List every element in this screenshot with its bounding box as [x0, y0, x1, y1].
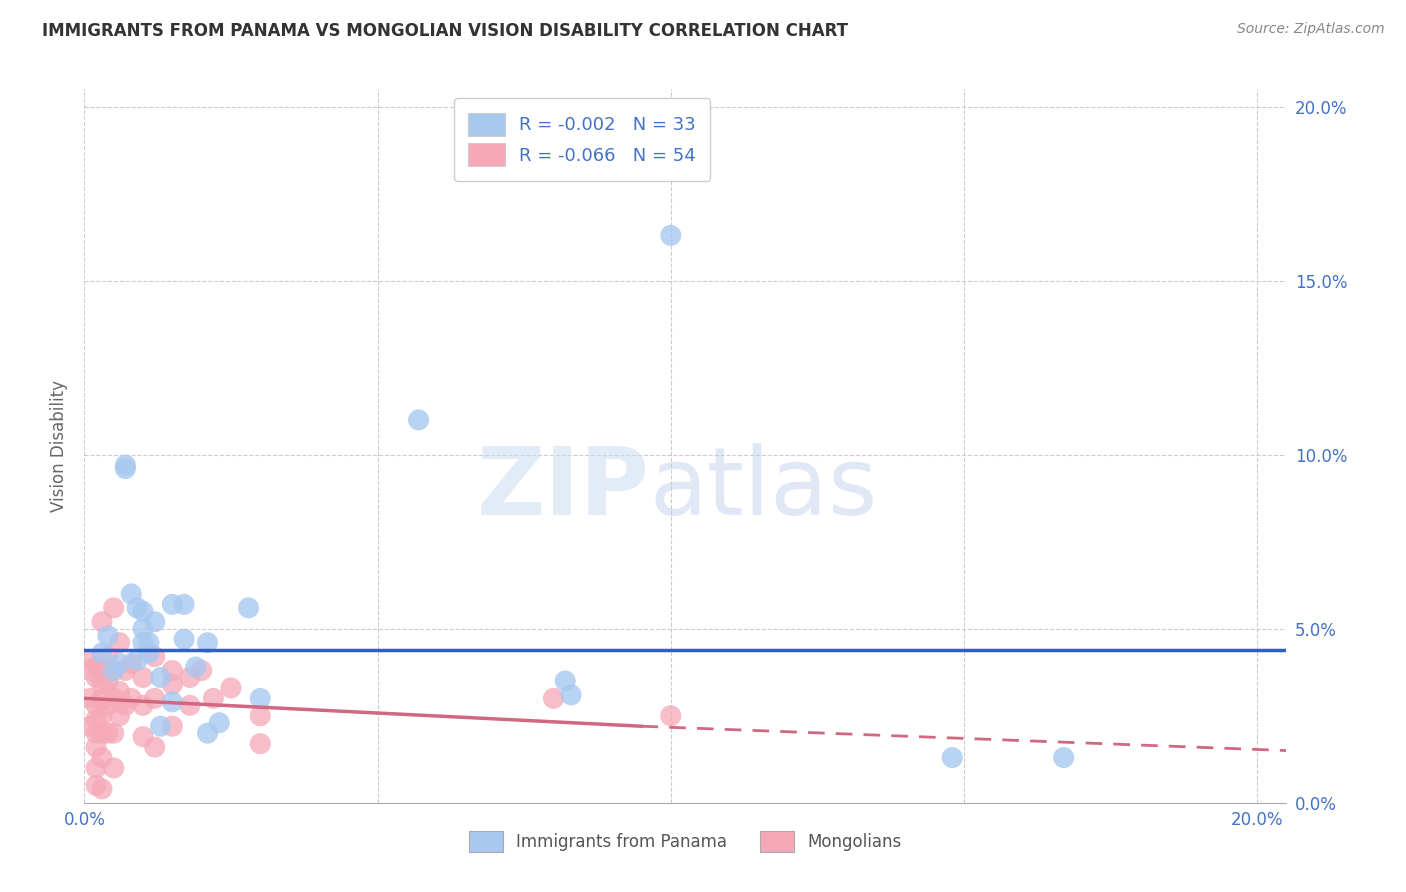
- Y-axis label: Vision Disability: Vision Disability: [51, 380, 69, 512]
- Point: [173, 632, 195, 647]
- Point: [132, 730, 155, 744]
- Point: [197, 726, 219, 740]
- Point: [219, 681, 242, 695]
- Point: [249, 691, 271, 706]
- Point: [132, 635, 155, 649]
- Point: [84, 726, 107, 740]
- Point: [138, 635, 160, 649]
- Point: [91, 691, 114, 706]
- Point: [249, 737, 271, 751]
- Legend: Immigrants from Panama, Mongolians: Immigrants from Panama, Mongolians: [463, 824, 908, 859]
- Point: [91, 615, 114, 629]
- Point: [659, 228, 682, 243]
- Point: [162, 695, 184, 709]
- Point: [1053, 750, 1076, 764]
- Point: [543, 691, 565, 706]
- Point: [554, 673, 576, 688]
- Point: [91, 781, 114, 796]
- Text: Source: ZipAtlas.com: Source: ZipAtlas.com: [1237, 22, 1385, 37]
- Point: [79, 664, 101, 678]
- Point: [84, 778, 107, 792]
- Point: [162, 598, 184, 612]
- Point: [143, 740, 166, 755]
- Point: [238, 600, 260, 615]
- Point: [941, 750, 963, 764]
- Point: [91, 726, 114, 740]
- Point: [120, 587, 142, 601]
- Point: [143, 615, 166, 629]
- Point: [97, 726, 120, 740]
- Point: [84, 740, 107, 755]
- Point: [103, 691, 125, 706]
- Point: [132, 622, 155, 636]
- Point: [108, 708, 131, 723]
- Point: [108, 635, 131, 649]
- Point: [91, 708, 114, 723]
- Point: [190, 664, 212, 678]
- Point: [149, 719, 172, 733]
- Point: [91, 750, 114, 764]
- Point: [127, 653, 149, 667]
- Point: [162, 719, 184, 733]
- Point: [103, 726, 125, 740]
- Point: [208, 715, 231, 730]
- Point: [114, 458, 136, 472]
- Point: [197, 635, 219, 649]
- Point: [97, 629, 120, 643]
- Point: [114, 461, 136, 475]
- Point: [97, 649, 120, 664]
- Point: [143, 649, 166, 664]
- Point: [108, 684, 131, 698]
- Point: [97, 698, 120, 713]
- Text: ZIP: ZIP: [477, 442, 650, 535]
- Point: [114, 664, 136, 678]
- Point: [84, 671, 107, 685]
- Point: [659, 708, 682, 723]
- Point: [103, 761, 125, 775]
- Point: [184, 660, 207, 674]
- Point: [120, 691, 142, 706]
- Point: [132, 698, 155, 713]
- Point: [103, 664, 125, 678]
- Point: [79, 691, 101, 706]
- Point: [162, 677, 184, 691]
- Point: [108, 657, 131, 671]
- Point: [179, 698, 201, 713]
- Point: [173, 598, 195, 612]
- Point: [91, 664, 114, 678]
- Point: [79, 719, 101, 733]
- Point: [162, 664, 184, 678]
- Point: [84, 698, 107, 713]
- Point: [127, 600, 149, 615]
- Point: [143, 691, 166, 706]
- Point: [91, 677, 114, 691]
- Point: [138, 646, 160, 660]
- Point: [179, 671, 201, 685]
- Point: [132, 671, 155, 685]
- Point: [560, 688, 582, 702]
- Point: [84, 712, 107, 726]
- Point: [103, 664, 125, 678]
- Point: [149, 671, 172, 685]
- Point: [202, 691, 225, 706]
- Text: atlas: atlas: [650, 442, 877, 535]
- Point: [114, 698, 136, 713]
- Point: [84, 660, 107, 674]
- Point: [132, 604, 155, 618]
- Point: [79, 653, 101, 667]
- Point: [97, 673, 120, 688]
- Point: [408, 413, 430, 427]
- Text: IMMIGRANTS FROM PANAMA VS MONGOLIAN VISION DISABILITY CORRELATION CHART: IMMIGRANTS FROM PANAMA VS MONGOLIAN VISI…: [42, 22, 848, 40]
- Point: [103, 600, 125, 615]
- Point: [120, 657, 142, 671]
- Point: [84, 761, 107, 775]
- Point: [91, 646, 114, 660]
- Point: [249, 708, 271, 723]
